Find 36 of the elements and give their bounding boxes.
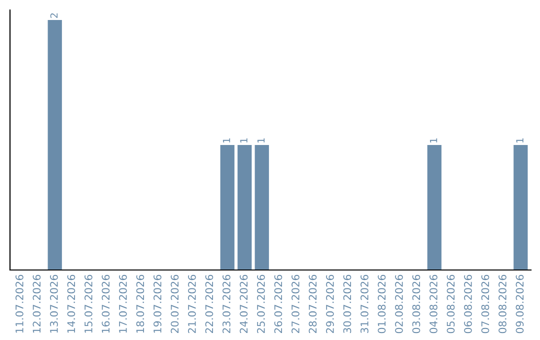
data-label: 1 xyxy=(222,138,230,143)
x-tick-label: 19.07.2026 xyxy=(154,274,162,333)
x-tick-label: 06.08.2026 xyxy=(464,274,472,334)
data-label: 1 xyxy=(516,138,524,143)
x-tick-label: 23.07.2026 xyxy=(222,274,230,334)
x-tick-label: 20.07.2026 xyxy=(170,274,179,334)
x-tick-label: 24.07.2026 xyxy=(240,274,248,334)
data-label: 2 xyxy=(50,13,58,18)
data-label: 1 xyxy=(240,138,248,143)
x-tick-label: 12.07.2026 xyxy=(32,274,41,333)
x-tick-label: 18.07.2026 xyxy=(136,274,144,333)
x-tick-label: 28.07.2026 xyxy=(308,274,317,334)
x-tick-label: 15.07.2026 xyxy=(84,274,92,333)
x-tick-label: 31.07.2026 xyxy=(360,274,368,334)
data-label: 1 xyxy=(257,138,265,143)
x-tick-label: 27.07.2026 xyxy=(292,274,300,334)
x-tick-label: 13.07.2026 xyxy=(50,274,58,333)
x-tick-label: 04.08.2026 xyxy=(430,274,438,334)
x-tick-label: 26.07.2026 xyxy=(274,274,282,334)
x-tick-label: 17.07.2026 xyxy=(119,274,127,333)
x-tick-label: 02.08.2026 xyxy=(395,274,403,334)
x-tick-label: 21.07.2026 xyxy=(188,274,196,334)
x-tick-label: 22.07.2026 xyxy=(205,274,214,334)
x-tick-label: 05.08.2026 xyxy=(446,274,455,334)
x-tick-label: 03.08.2026 xyxy=(412,274,420,334)
x-tick-label: 14.07.2026 xyxy=(67,274,76,333)
x-tick-label: 08.08.2026 xyxy=(498,274,506,334)
x-tick-label: 11.07.2026 xyxy=(15,274,24,333)
data-label: 1 xyxy=(430,138,438,143)
x-tick-label: 16.07.2026 xyxy=(102,274,110,333)
x-tick-label: 01.08.2026 xyxy=(378,274,386,334)
x-tick-label: 29.07.2026 xyxy=(326,274,334,334)
x-tick-label: 25.07.2026 xyxy=(257,274,265,334)
x-tick-label: 30.07.2026 xyxy=(343,274,352,334)
x-tick-label: 09.08.2026 xyxy=(516,274,524,334)
x-tick-label: 07.08.2026 xyxy=(481,274,490,334)
